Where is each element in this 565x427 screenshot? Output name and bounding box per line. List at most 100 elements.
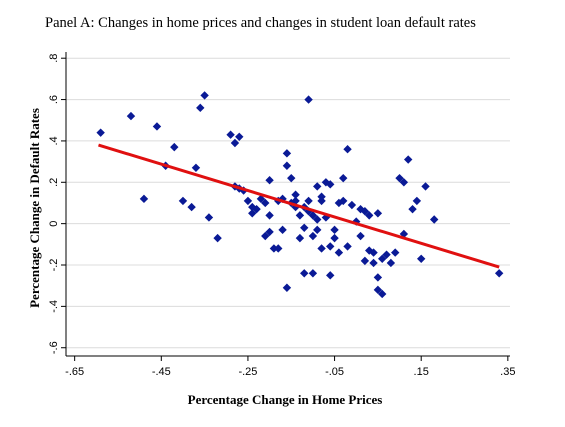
data-point [152, 122, 162, 131]
data-point [417, 254, 426, 264]
data-point [317, 244, 326, 253]
data-point [373, 209, 383, 218]
data-point [369, 258, 378, 268]
data-point [291, 190, 300, 199]
data-point [369, 248, 378, 257]
data-point [378, 254, 387, 264]
data-point [313, 182, 322, 191]
data-point [308, 211, 318, 220]
axes [65, 52, 510, 357]
data-point [187, 202, 196, 212]
x-tick-label: .15 [414, 366, 429, 378]
data-point [265, 227, 274, 237]
data-point [326, 271, 335, 280]
data-point [282, 149, 292, 158]
y-tick-label: -.2 [48, 259, 60, 272]
data-point [365, 246, 374, 255]
data-point [378, 289, 387, 299]
data-point [313, 225, 322, 235]
data-point [330, 233, 339, 243]
chart-title: Panel A: Changes in home prices and chan… [45, 15, 476, 31]
data-point [339, 173, 348, 183]
data-point [226, 130, 235, 139]
data-point [295, 233, 305, 243]
data-point [170, 142, 179, 152]
data-point [308, 231, 318, 241]
fit-line [98, 143, 500, 269]
data-point [191, 163, 201, 173]
data-point [386, 258, 396, 268]
data-point [347, 200, 357, 210]
data-point [343, 242, 352, 251]
data-point [261, 231, 270, 241]
data-point [326, 180, 335, 189]
data-point [317, 196, 326, 206]
data-point [178, 196, 188, 206]
data-point [126, 111, 136, 121]
data-point [429, 215, 439, 224]
x-axis-ticks: -.65 -.45 -.25 -.05 .15 .35 [65, 356, 515, 378]
data-point [261, 198, 270, 208]
scatter-points [96, 91, 504, 299]
data-point [373, 273, 383, 282]
data-point [287, 173, 296, 183]
y-axis-label: Percentage Change in Default Rates [27, 108, 42, 308]
data-point [373, 285, 383, 295]
data-point [282, 161, 292, 170]
data-point [365, 211, 374, 220]
data-point [421, 182, 430, 191]
data-point [399, 178, 409, 187]
y-tick-label: -.6 [48, 341, 60, 354]
data-point [278, 225, 287, 235]
data-point [96, 128, 105, 137]
data-point [404, 155, 413, 164]
data-point [274, 244, 283, 253]
y-tick-label: 0 [48, 221, 60, 227]
x-tick-label: .35 [500, 366, 515, 378]
data-point [330, 225, 339, 235]
gridlines [66, 57, 510, 349]
data-point [356, 231, 365, 241]
y-tick-label: .6 [48, 95, 60, 104]
data-point [343, 144, 352, 154]
y-tick-label: .4 [48, 136, 60, 145]
data-point [339, 196, 348, 206]
fit-line-group [98, 143, 500, 269]
data-point [204, 213, 214, 222]
data-point [248, 209, 257, 218]
x-tick-label: -.45 [152, 366, 171, 378]
data-point [382, 250, 391, 259]
data-point [252, 204, 261, 214]
data-point [265, 211, 274, 220]
data-point [391, 248, 400, 257]
data-point [269, 244, 279, 253]
y-tick-label: .2 [48, 178, 60, 187]
data-point [213, 233, 222, 243]
y-tick-label: .8 [48, 54, 60, 63]
x-tick-label: -.05 [325, 366, 344, 378]
data-point [304, 95, 313, 104]
y-axis-ticks: -.6 -.4 -.2 0 .2 .4 .6 .8 [48, 54, 66, 354]
x-axis-label: Percentage Change in Home Prices [188, 392, 383, 407]
data-point [295, 211, 305, 220]
data-point [265, 176, 274, 185]
data-point [230, 138, 240, 148]
data-point [139, 194, 149, 204]
data-point [326, 242, 335, 251]
data-point [360, 207, 370, 216]
data-point [313, 215, 322, 224]
data-point [412, 196, 422, 206]
data-point [300, 269, 309, 278]
data-point [395, 173, 404, 183]
data-point [235, 132, 244, 141]
x-tick-label: -.25 [238, 366, 257, 378]
data-point [304, 196, 313, 206]
data-point [308, 269, 318, 278]
y-tick-label: -.4 [48, 300, 60, 313]
data-point [360, 256, 370, 266]
data-point [408, 204, 417, 214]
data-point [282, 283, 292, 292]
data-point [200, 91, 209, 100]
data-point [494, 269, 504, 278]
